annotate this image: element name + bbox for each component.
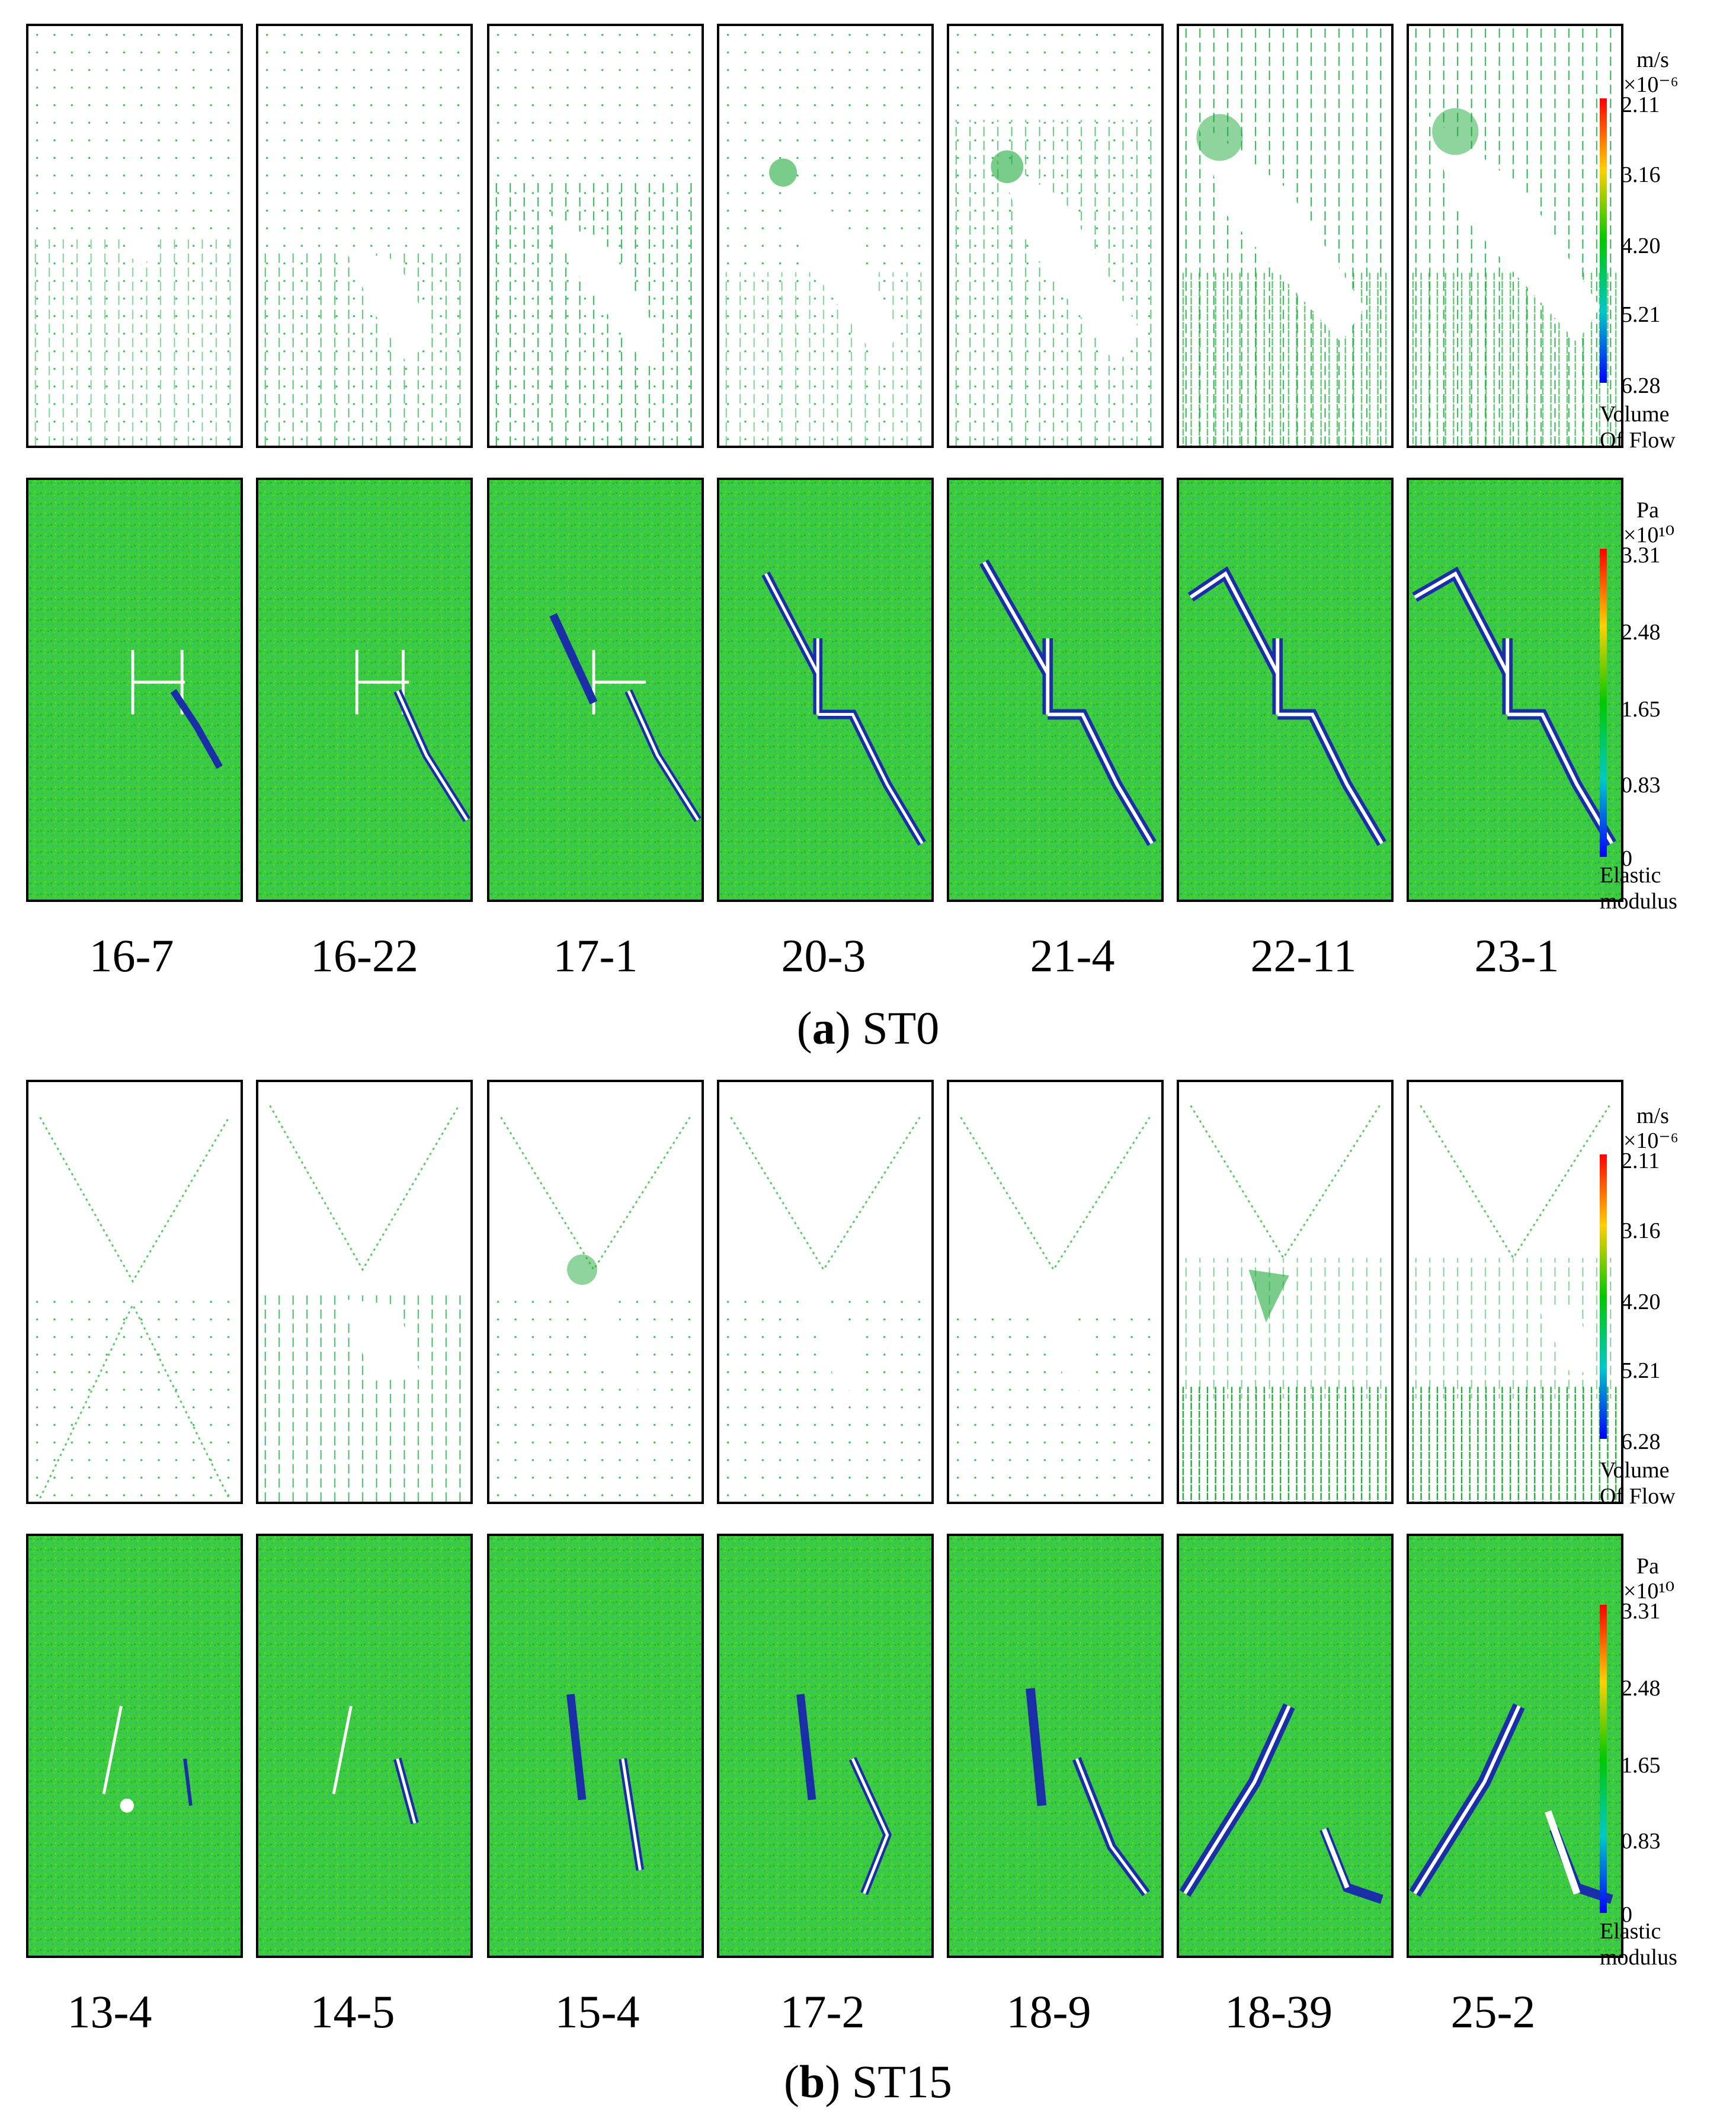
modulus-colorbar-unit: Pa	[1636, 1554, 1659, 1579]
modulus-colorbar-multiplier: ×10¹⁰	[1623, 523, 1675, 548]
flow-panel-b6	[1177, 1080, 1394, 1504]
flow-tick-1: 3.16	[1621, 1218, 1661, 1243]
modulus-tick-3: 0.83	[1621, 1829, 1661, 1854]
step-label: 16-7	[89, 930, 174, 981]
modulus-colorbar-unit: Pa	[1636, 498, 1659, 523]
step-label: 16-22	[310, 930, 418, 981]
flow-tick-3: 5.21	[1621, 1358, 1661, 1383]
flow-colorbar-name-1: Volume	[1600, 1458, 1670, 1483]
step-label: 17-2	[780, 1986, 865, 2037]
caption-b: (b) ST15	[784, 2056, 952, 2107]
flow-panel-a7	[1407, 24, 1623, 448]
modulus-tick-1: 2.48	[1621, 620, 1661, 645]
modulus-panel-a5	[947, 478, 1164, 902]
flow-colorbar-multiplier: ×10⁻⁶	[1623, 72, 1679, 97]
flow-panel-b1	[26, 1080, 243, 1504]
step-label: 25-2	[1450, 1986, 1536, 2037]
flow-panel-a1	[26, 24, 243, 448]
modulus-panel-a2	[256, 478, 473, 902]
modulus-panel-b3	[487, 1534, 704, 1958]
step-label: 18-39	[1225, 1986, 1333, 2037]
flow-tick-3: 5.21	[1621, 302, 1661, 327]
modulus-tick-1: 2.48	[1621, 1676, 1661, 1701]
flow-panel-b4	[717, 1080, 934, 1504]
step-label: 23-1	[1474, 930, 1559, 981]
modulus-panel-b6	[1177, 1534, 1394, 1958]
caption-b-name: ST15	[851, 2056, 952, 2107]
modulus-panel-b4	[717, 1534, 934, 1958]
flow-tick-2: 4.20	[1621, 233, 1661, 258]
flow-panel-a5	[947, 24, 1164, 448]
modulus-tick-2: 1.65	[1621, 697, 1661, 722]
step-label: 22-11	[1250, 930, 1357, 981]
flow-colorbar-multiplier: ×10⁻⁶	[1623, 1128, 1679, 1153]
flow-panel-a4	[717, 24, 934, 448]
modulus-tick-2: 1.65	[1621, 1753, 1661, 1778]
caption-a: (a) ST0	[796, 1002, 940, 1054]
flow-colorbar-unit: m/s	[1636, 1103, 1669, 1128]
flow-tick-4: 6.28	[1621, 1429, 1661, 1454]
caption-b-letter: b	[799, 2056, 825, 2107]
modulus-panel-b7	[1407, 1534, 1623, 1958]
flow-colorbar-gradient	[1600, 1154, 1607, 1439]
flow-tick-0: 2.11	[1621, 1148, 1660, 1173]
flow-colorbar-name-2: Of Flow	[1600, 428, 1676, 453]
step-label: 21-4	[1030, 930, 1115, 981]
flow-colorbar-name-2: Of Flow	[1600, 1484, 1676, 1509]
flow-colorbar-gradient	[1600, 98, 1607, 383]
modulus-colorbar-name-2: modulus	[1600, 889, 1677, 914]
modulus-tick-0: 3.31	[1621, 543, 1661, 568]
step-label: 18-9	[1006, 1986, 1091, 2037]
flow-panel-b5	[947, 1080, 1164, 1504]
flow-tick-1: 3.16	[1621, 162, 1661, 187]
modulus-colorbar-multiplier: ×10¹⁰	[1623, 1579, 1675, 1604]
caption-a-letter: a	[812, 1002, 835, 1054]
modulus-colorbar-b: Pa ×10¹⁰ 3.31 2.48 1.65 0.83 0 Elastic m…	[1600, 1546, 1736, 1972]
step-label: 14-5	[310, 1986, 395, 2037]
modulus-panel-a7	[1407, 478, 1623, 902]
flow-tick-2: 4.20	[1621, 1290, 1661, 1314]
flow-colorbar-b: m/s ×10⁻⁶ 2.11 3.16 4.20 5.21 6.28 Volum…	[1600, 1095, 1736, 1509]
modulus-colorbar-gradient	[1600, 1605, 1607, 1913]
modulus-panel-b5	[947, 1534, 1164, 1958]
modulus-colorbar-name-1: Elastic	[1600, 863, 1661, 888]
step-label: 13-4	[67, 1986, 152, 2037]
modulus-panel-b2	[256, 1534, 473, 1958]
modulus-colorbar-a: Pa ×10¹⁰ 3.31 2.48 1.65 0.83 0 Elastic m…	[1600, 489, 1736, 916]
modulus-panel-a6	[1177, 478, 1394, 902]
modulus-tick-0: 3.31	[1621, 1599, 1661, 1624]
modulus-panel-a1	[26, 478, 243, 902]
modulus-panel-a4	[717, 478, 934, 902]
flow-colorbar-name-1: Volume	[1600, 402, 1670, 427]
modulus-colorbar-name-1: Elastic	[1600, 1919, 1661, 1944]
modulus-tick-3: 0.83	[1621, 773, 1661, 798]
flow-panel-b7	[1407, 1080, 1623, 1504]
flow-panel-a3	[487, 24, 704, 448]
flow-colorbar-unit: m/s	[1636, 47, 1669, 72]
caption-a-name: ST0	[862, 1002, 940, 1054]
flow-tick-0: 2.11	[1621, 92, 1660, 117]
flow-tick-4: 6.28	[1621, 373, 1661, 398]
modulus-panel-b1	[26, 1534, 243, 1958]
step-label: 20-3	[781, 930, 866, 981]
flow-panel-a6	[1177, 24, 1394, 448]
flow-colorbar-a: m/s ×10⁻⁶ 2.11 3.16 4.20 5.21 6.28 Volum…	[1600, 39, 1736, 453]
modulus-colorbar-name-2: modulus	[1600, 1945, 1677, 1970]
modulus-colorbar-gradient	[1600, 549, 1607, 857]
flow-panel-b2	[256, 1080, 473, 1504]
step-label: 15-4	[555, 1986, 640, 2037]
modulus-tick-4: 0	[1621, 846, 1632, 871]
flow-panel-a2	[256, 24, 473, 448]
step-label: 17-1	[553, 930, 638, 981]
modulus-panel-a3	[487, 478, 704, 902]
flow-panel-b3	[487, 1080, 704, 1504]
modulus-tick-4: 0	[1621, 1902, 1632, 1927]
